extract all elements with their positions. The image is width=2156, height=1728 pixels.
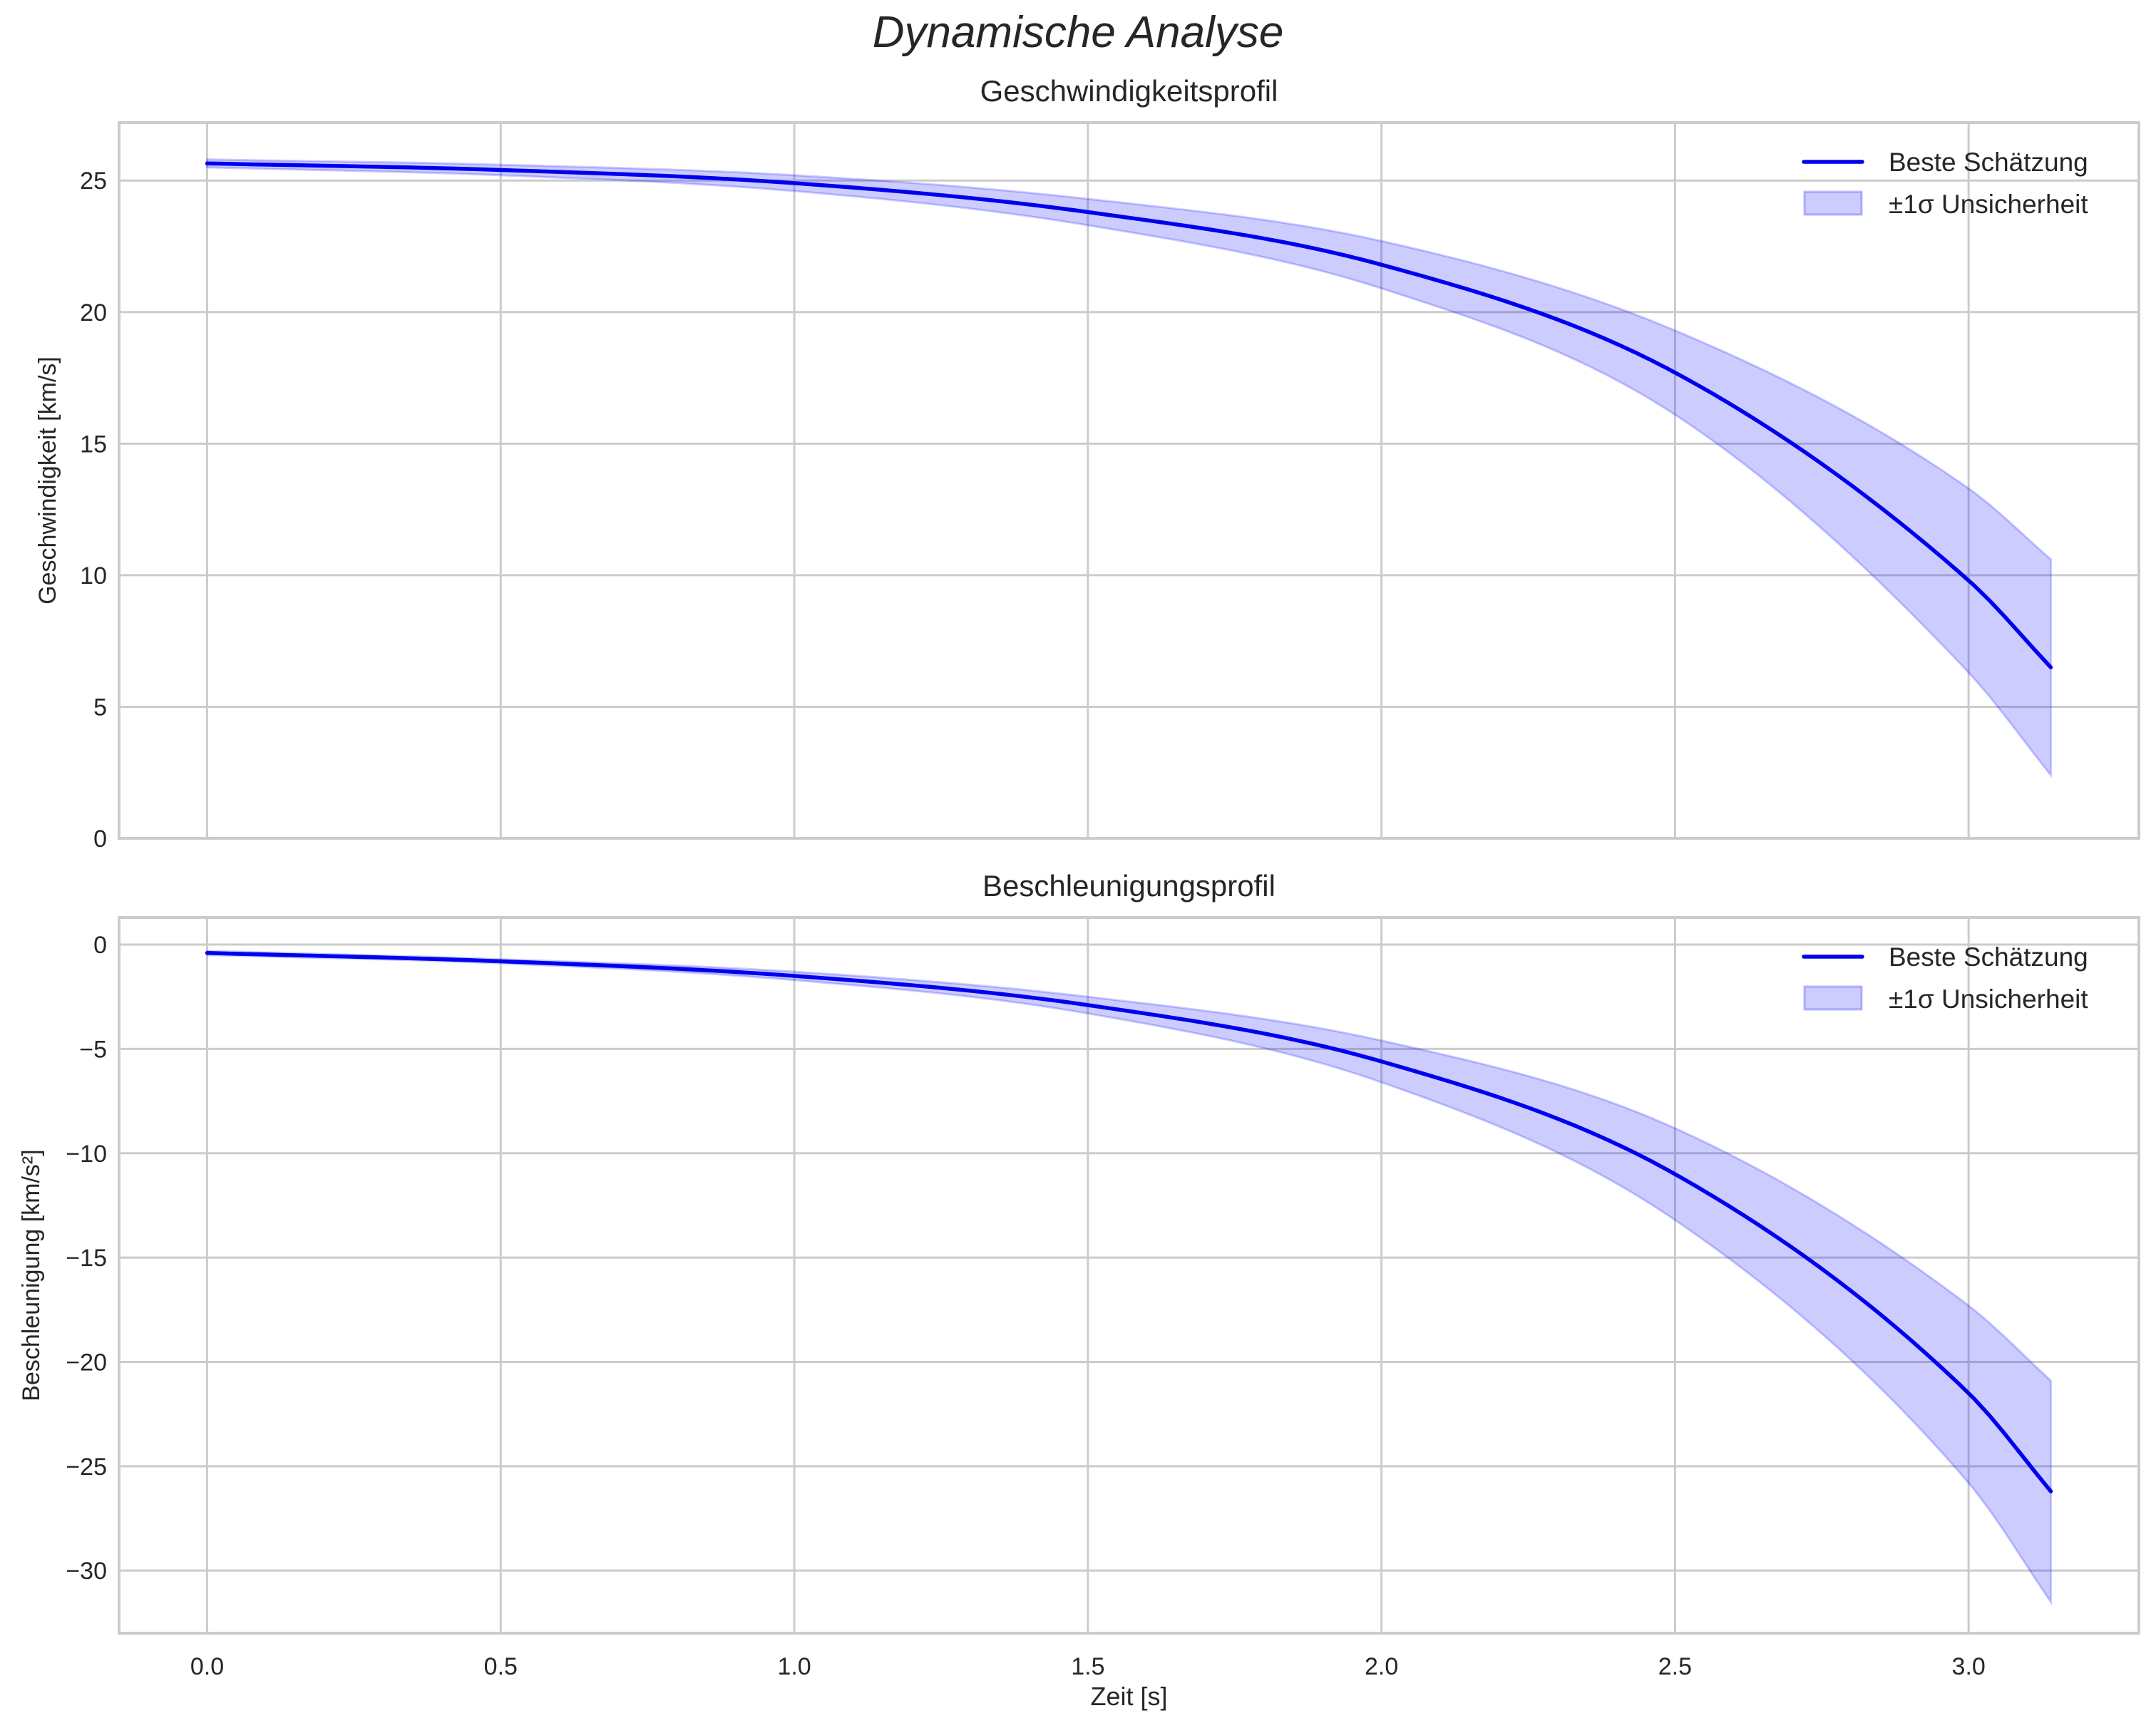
x-tick-label: 3.0 (1952, 1653, 1986, 1680)
subplot-acceleration: 0.0 0.5 1.0 1.5 2.0 2.5 3.0 0 −5 −10 −15 −20 −25 −30 B… (18, 869, 2140, 1680)
x-tick-label: 1.0 (777, 1653, 811, 1680)
x-tick-label: 2.5 (1658, 1653, 1692, 1680)
y-tick-label: −30 (66, 1558, 107, 1585)
legend-band-swatch (1803, 190, 1863, 216)
axes-frame (118, 121, 2140, 840)
x-tick-label: 1.5 (1071, 1653, 1104, 1680)
y-tick-label: 25 (80, 168, 107, 195)
y-tick-label: 20 (80, 299, 107, 326)
legend-label: ±1σ Unsicherheit (1889, 984, 2088, 1014)
y-tick-label: −25 (66, 1454, 107, 1481)
x-tick-label: 2.0 (1365, 1653, 1398, 1680)
y-tick-label: −10 (66, 1141, 107, 1168)
legend: Beste Schätzung ±1σ Unsicherheit (1802, 942, 2088, 1014)
legend-band-swatch (1803, 985, 1863, 1011)
y-tick-label: 0 (93, 826, 107, 853)
uncertainty-band (206, 158, 2052, 778)
uncertainty-band (206, 950, 2052, 1606)
subplot-title: Geschwindigkeitsprofil (980, 74, 1278, 108)
y-axis-label: Geschwindigkeit [km/s] (34, 356, 61, 605)
y-axis-label: Beschleunigung [km/s²] (18, 1149, 45, 1401)
legend: Beste Schätzung ±1σ Unsicherheit (1802, 148, 2088, 219)
x-tick-label: 0.0 (190, 1653, 224, 1680)
x-tick-label: 0.5 (484, 1653, 518, 1680)
legend-label: Beste Schätzung (1889, 148, 2088, 177)
y-tick-label: −15 (66, 1245, 107, 1272)
y-tick-label: −20 (66, 1349, 107, 1376)
axes-frame (118, 916, 2140, 1635)
subplot-velocity: 0 5 10 15 20 25 Geschwindigkeitsprofil Geschwin… (34, 74, 2140, 853)
legend-label: ±1σ Unsicherheit (1889, 190, 2088, 219)
legend-label: Beste Schätzung (1889, 942, 2088, 972)
y-tick-label: 10 (80, 562, 107, 590)
best-estimate-line (205, 161, 2053, 669)
subplot-title: Beschleunigungsprofil (982, 869, 1275, 902)
figure-title: Dynamische Analyse (872, 8, 1284, 57)
y-tick-label: 0 (93, 932, 107, 959)
y-tick-label: 5 (93, 694, 107, 721)
best-estimate-line (205, 951, 2053, 1493)
y-tick-label: 15 (80, 431, 107, 458)
y-tick-label: −5 (79, 1036, 107, 1063)
x-axis-label: Zeit [s] (1090, 1682, 1167, 1711)
